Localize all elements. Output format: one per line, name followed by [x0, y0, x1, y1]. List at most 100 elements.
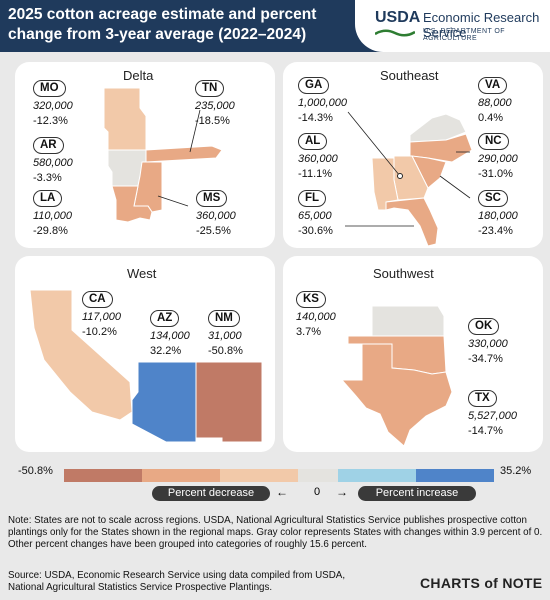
acreage-al: 360,000: [298, 153, 338, 165]
agency-logo-box: USDA Economic Research Service U.S. DEPA…: [355, 0, 550, 52]
label-ok: OK 330,000 -34.7%: [468, 318, 508, 366]
state-shape-fl: [385, 197, 439, 247]
state-abbr-ms: MS: [196, 190, 228, 207]
state-abbr-al: AL: [298, 133, 328, 150]
label-ga: GA 1,000,000 -14.3%: [298, 77, 347, 125]
state-abbr-sc: SC: [478, 190, 508, 207]
acreage-az: 134,000: [150, 330, 190, 342]
panel-title-delta: Delta: [123, 68, 154, 83]
state-shape-ca: [29, 289, 133, 421]
change-az: 32.2%: [150, 345, 182, 357]
state-abbr-ar: AR: [33, 137, 64, 154]
state-abbr-ok: OK: [468, 318, 500, 335]
panel-title-southeast: Southeast: [380, 68, 439, 83]
change-la: -29.8%: [33, 225, 68, 237]
acreage-nc: 290,000: [478, 153, 518, 165]
acreage-va: 88,000: [478, 97, 512, 109]
acreage-ar: 580,000: [33, 157, 73, 169]
leader-line-sc: [439, 175, 471, 199]
legend-swatch-neutral: [298, 469, 338, 482]
acreage-tn: 235,000: [195, 100, 235, 112]
legend-min-label: -50.8%: [18, 465, 53, 477]
legend-zero-label: 0: [314, 486, 321, 498]
legend-swatch-light-increase: [338, 469, 416, 482]
acreage-mo: 320,000: [33, 100, 73, 112]
chart-title: 2025 cotton acreage estimate and percent…: [8, 6, 317, 43]
acreage-ca: 117,000: [82, 311, 121, 323]
label-fl: FL 65,000 -30.6%: [298, 190, 333, 238]
legend-swatch-dark-decrease: [64, 469, 142, 482]
state-abbr-tx: TX: [468, 390, 497, 407]
header-banner: 2025 cotton acreage estimate and percent…: [0, 0, 550, 52]
change-al: -11.1%: [298, 168, 333, 180]
acreage-sc: 180,000: [478, 210, 518, 222]
acreage-tx: 5,527,000: [468, 410, 517, 422]
legend-swatch-light-decrease: [220, 469, 298, 482]
label-nc: NC 290,000 -31.0%: [478, 133, 518, 181]
label-mo: MO 320,000 -12.3%: [33, 80, 73, 128]
state-shape-tn: [145, 145, 223, 163]
leader-line-ms: [157, 195, 189, 207]
label-sc: SC 180,000 -23.4%: [478, 190, 518, 238]
label-nm: NM 31,000 -50.8%: [208, 310, 243, 358]
usda-wave-icon: [375, 29, 415, 37]
department-name: U.S. DEPARTMENT OF AGRICULTURE: [423, 28, 505, 42]
change-fl: -30.6%: [298, 225, 333, 237]
state-abbr-mo: MO: [33, 80, 66, 97]
state-abbr-ca: CA: [82, 291, 113, 308]
state-abbr-nc: NC: [478, 133, 509, 150]
state-shape-tx: [340, 343, 453, 447]
change-ms: -25.5%: [196, 225, 231, 237]
label-ar: AR 580,000 -3.3%: [33, 137, 73, 185]
legend-decrease-label: Percent decrease: [152, 486, 270, 501]
state-abbr-va: VA: [478, 77, 508, 94]
source-note: Source: USDA, Economic Research Service …: [8, 570, 346, 593]
acreage-ms: 360,000: [196, 210, 236, 222]
state-abbr-ga: GA: [298, 77, 330, 94]
state-shape-az: [131, 361, 197, 443]
change-ar: -3.3%: [33, 172, 62, 184]
change-ga: -14.3%: [298, 112, 333, 124]
acreage-ga: 1,000,000: [298, 97, 347, 109]
label-ca: CA 117,000 -10.2%: [82, 291, 121, 339]
panel-title-southwest: Southwest: [373, 266, 434, 281]
arrow-left-icon: ←: [276, 485, 288, 499]
change-tx: -14.7%: [468, 425, 503, 437]
change-mo: -12.3%: [33, 115, 68, 127]
state-abbr-tn: TN: [195, 80, 225, 97]
panel-title-west: West: [127, 266, 157, 281]
legend-swatch-strong-increase: [416, 469, 494, 482]
charts-of-note-logo: CHARTS of NOTE: [420, 575, 543, 591]
label-ks: KS 140,000 3.7%: [296, 291, 336, 339]
leader-line-tn: [189, 109, 201, 153]
state-shape-ks: [371, 305, 445, 337]
change-va: 0.4%: [478, 112, 504, 124]
agency-name: Economic Research Service: [423, 10, 540, 40]
change-ok: -34.7%: [468, 353, 503, 365]
label-tx: TX 5,527,000 -14.7%: [468, 390, 517, 438]
acreage-la: 110,000: [33, 210, 72, 222]
change-nc: -31.0%: [478, 168, 513, 180]
change-ca: -10.2%: [82, 326, 117, 338]
acreage-ok: 330,000: [468, 338, 508, 350]
change-ks: 3.7%: [296, 326, 322, 338]
acreage-nm: 31,000: [208, 330, 242, 342]
state-shape-mo: [103, 87, 147, 151]
acreage-ks: 140,000: [296, 311, 336, 323]
label-ms: MS 360,000 -25.5%: [196, 190, 236, 238]
usda-logo: USDA: [375, 9, 421, 26]
state-shape-la: [111, 185, 153, 223]
state-shape-nm: [195, 361, 263, 443]
label-az: AZ 134,000 32.2%: [150, 310, 190, 358]
label-va: VA 88,000 0.4%: [478, 77, 512, 125]
acreage-fl: 65,000: [298, 210, 332, 222]
change-nm: -50.8%: [208, 345, 243, 357]
label-al: AL 360,000 -11.1%: [298, 133, 338, 181]
legend-max-label: 35.2%: [500, 465, 532, 477]
legend-swatch-mid-decrease: [142, 469, 220, 482]
change-tn: -18.5%: [195, 115, 230, 127]
label-la: LA 110,000 -29.8%: [33, 190, 72, 238]
state-abbr-fl: FL: [298, 190, 327, 207]
legend-increase-label: Percent increase: [358, 486, 476, 501]
